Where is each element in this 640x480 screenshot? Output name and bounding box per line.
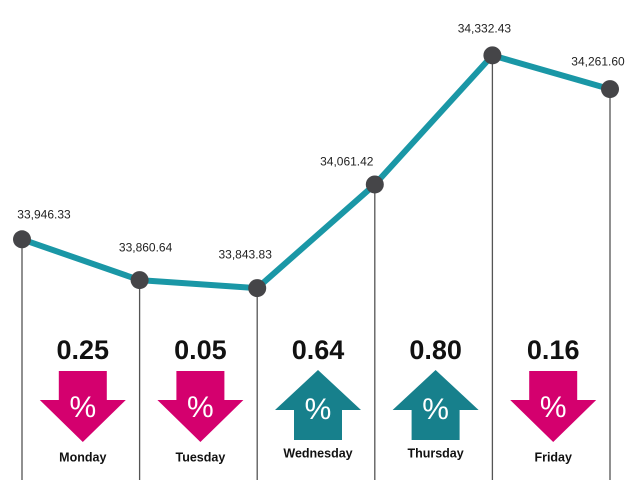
change-value: 0.25	[57, 335, 110, 365]
value-label: 34,061.42	[320, 155, 374, 169]
change-arrow	[157, 371, 244, 442]
day-label: Friday	[534, 450, 572, 464]
change-symbol: %	[540, 391, 567, 424]
day-label: Tuesday	[176, 450, 226, 464]
change-arrow	[39, 371, 126, 442]
value-label: 34,261.60	[571, 54, 625, 68]
data-point	[365, 175, 384, 194]
day-label: Thursday	[407, 446, 463, 460]
data-point	[601, 80, 619, 99]
data-point	[483, 46, 502, 65]
day-label: Wednesday	[283, 446, 352, 460]
change-symbol: %	[305, 393, 332, 426]
change-value: 0.64	[292, 335, 345, 365]
value-label: 33,843.83	[219, 247, 273, 261]
day-label: Monday	[59, 450, 106, 464]
change-arrow	[275, 370, 361, 440]
value-label: 34,332.43	[458, 22, 512, 36]
value-label: 33,860.64	[119, 240, 173, 254]
value-label: 33,946.33	[17, 207, 71, 221]
data-point	[248, 279, 267, 298]
change-value: 0.05	[174, 335, 227, 365]
data-point	[13, 230, 31, 249]
change-value: 0.80	[409, 335, 462, 365]
change-arrow	[392, 370, 479, 440]
data-point	[130, 271, 149, 290]
change-value: 0.16	[527, 335, 580, 365]
index-line	[21, 52, 611, 292]
change-symbol: %	[69, 391, 96, 424]
change-arrow	[510, 371, 597, 442]
change-symbol: %	[187, 391, 214, 424]
change-symbol: %	[422, 393, 449, 426]
